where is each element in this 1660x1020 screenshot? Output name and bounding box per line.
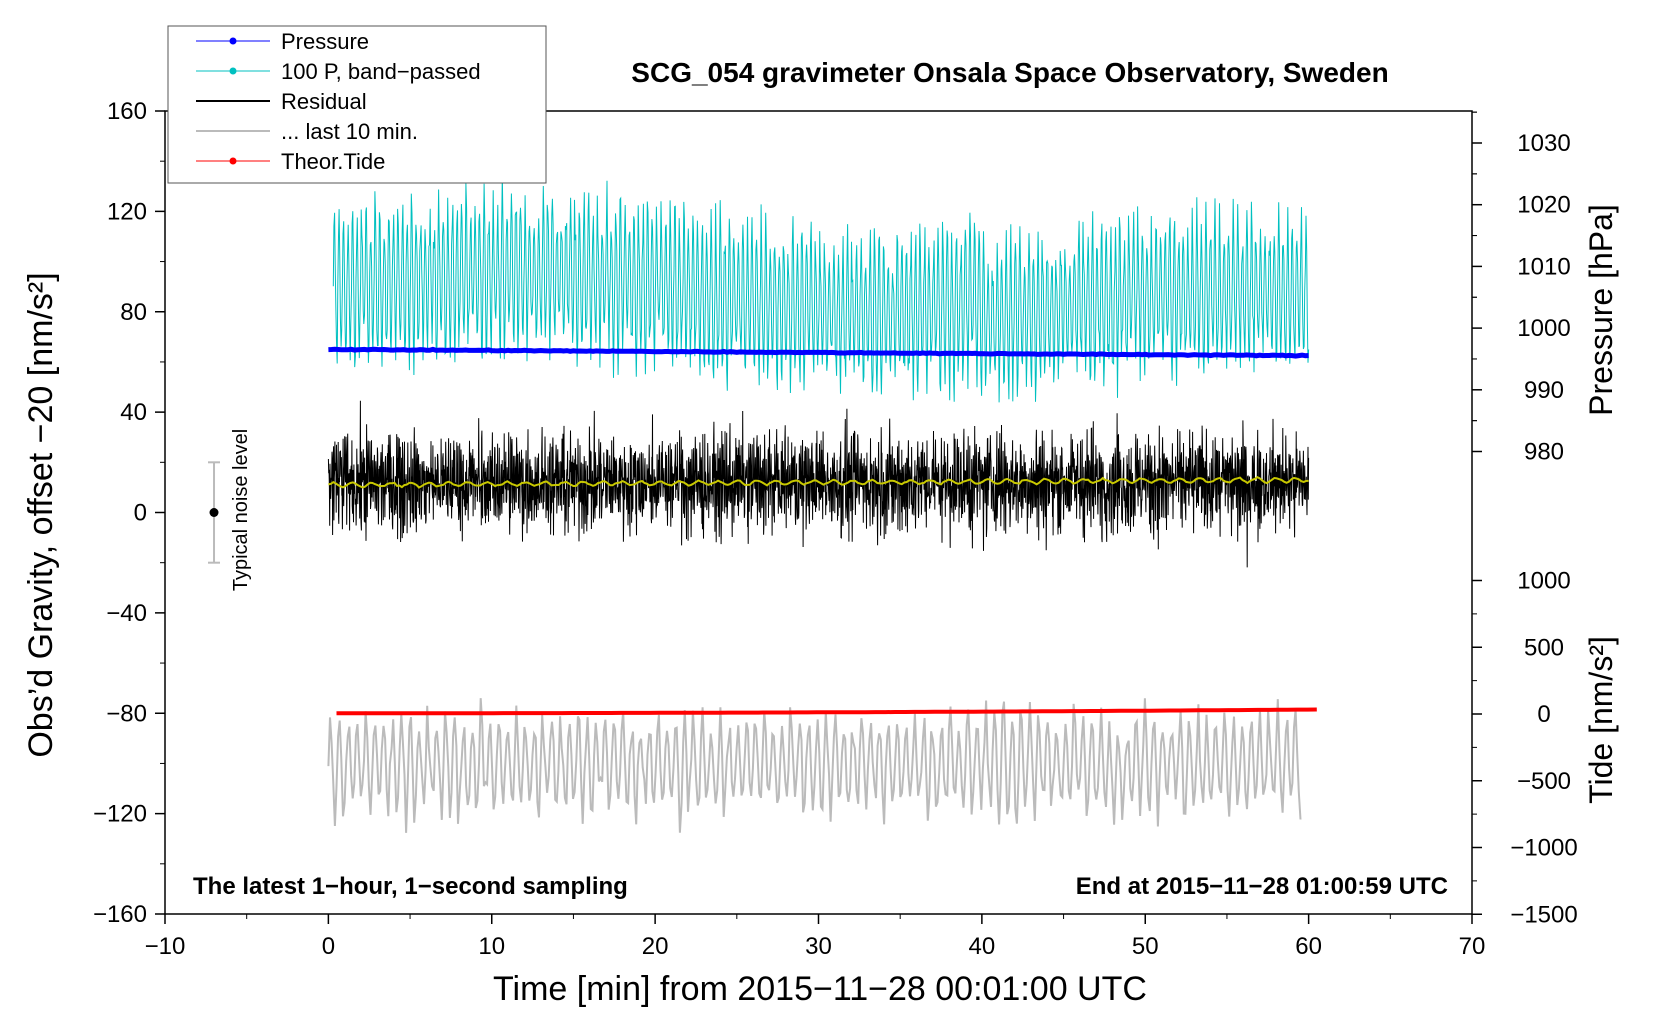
- tide-tick-label: −1500: [1510, 901, 1577, 928]
- legend-marker: [229, 67, 237, 75]
- y-tick-label: −160: [93, 901, 147, 928]
- pressure-tick-label: 1010: [1517, 253, 1570, 280]
- x-tick-label: 0: [322, 933, 335, 960]
- y-axis-label-pressure: Pressure [hPa]: [1583, 204, 1619, 416]
- tide-tick-label: 500: [1524, 634, 1564, 661]
- pressure-tick-label: 990: [1524, 377, 1564, 404]
- tide-tick-label: 1000: [1517, 568, 1570, 595]
- noise-level-indicator: Typical noise level: [208, 429, 252, 591]
- annotation-end-time: End at 2015−11−28 01:00:59 UTC: [1076, 873, 1448, 900]
- y-axis-ticks: 160 120 80 40 0 −40 −80 −120 −160: [93, 98, 165, 928]
- pressure-tick-label: 1020: [1517, 192, 1570, 219]
- x-axis-ticks: −10 0 10 20 30 40 50 60 70: [145, 914, 1486, 960]
- y-tick-label: 40: [120, 399, 147, 426]
- pressure-tick-label: 1030: [1517, 130, 1570, 157]
- tide-tick-label: 0: [1537, 701, 1550, 728]
- y-tick-label: −80: [106, 700, 147, 727]
- x-tick-label: 50: [1132, 933, 1159, 960]
- x-tick-label: 40: [969, 933, 996, 960]
- pressure-tick-label: 1000: [1517, 315, 1570, 342]
- series-pressure: [328, 346, 1309, 359]
- tide-tick-label: −1000: [1510, 835, 1577, 862]
- x-tick-label: −10: [145, 933, 186, 960]
- x-tick-label: 30: [805, 933, 832, 960]
- y-axis-label-left: Obs’d Gravity, offset −20 [nm/s²]: [22, 272, 60, 757]
- x-tick-label: 10: [478, 933, 505, 960]
- series-theor-tide: [336, 707, 1317, 716]
- noise-center-dot: [209, 508, 219, 517]
- series-residual-smoothed: [328, 476, 1309, 489]
- chart-title: SCG_054 gravimeter Onsala Space Observat…: [631, 57, 1388, 88]
- x-axis-label: Time [min] from 2015−11−28 00:01:00 UTC: [493, 970, 1147, 1008]
- noise-label: Typical noise level: [230, 429, 252, 591]
- tide-axis-ticks: 1000 500 0 −500 −1000 −1500: [1472, 568, 1578, 928]
- legend-box: [167, 25, 547, 184]
- x-tick-label: 70: [1459, 933, 1486, 960]
- series-layer: [327, 174, 1317, 833]
- y-tick-label: 160: [107, 98, 147, 125]
- series-band-passed-pressure: [332, 174, 1310, 403]
- tide-tick-label: −500: [1517, 768, 1571, 795]
- pressure-axis-ticks: 1030 1020 1010 1000 990 980: [1472, 111, 1571, 466]
- y-tick-label: −120: [93, 801, 147, 828]
- legend-label: Pressure: [281, 29, 369, 54]
- legend-label: 100 P, band−passed: [281, 59, 481, 84]
- y-axis-label-tide: Tide [nm/s²]: [1583, 636, 1619, 804]
- legend-label: ... last 10 min.: [281, 119, 418, 144]
- x-tick-label: 20: [642, 933, 669, 960]
- x-tick-label: 60: [1295, 933, 1322, 960]
- y-tick-label: −40: [106, 600, 147, 627]
- legend-label: Residual: [281, 89, 367, 114]
- legend: Pressure 100 P, band−passed Residual ... la…: [167, 25, 547, 184]
- series-residual: [327, 400, 1310, 568]
- pressure-tick-label: 980: [1524, 439, 1564, 466]
- legend-marker: [229, 157, 237, 165]
- annotation-sampling: The latest 1−hour, 1−second sampling: [193, 873, 628, 900]
- legend-label: Theor.Tide: [281, 149, 385, 174]
- y-tick-label: 80: [120, 299, 147, 326]
- series-last-10-min: [327, 698, 1302, 833]
- y-tick-label: 120: [107, 198, 147, 225]
- legend-marker: [229, 37, 237, 45]
- y-tick-label: 0: [134, 500, 147, 527]
